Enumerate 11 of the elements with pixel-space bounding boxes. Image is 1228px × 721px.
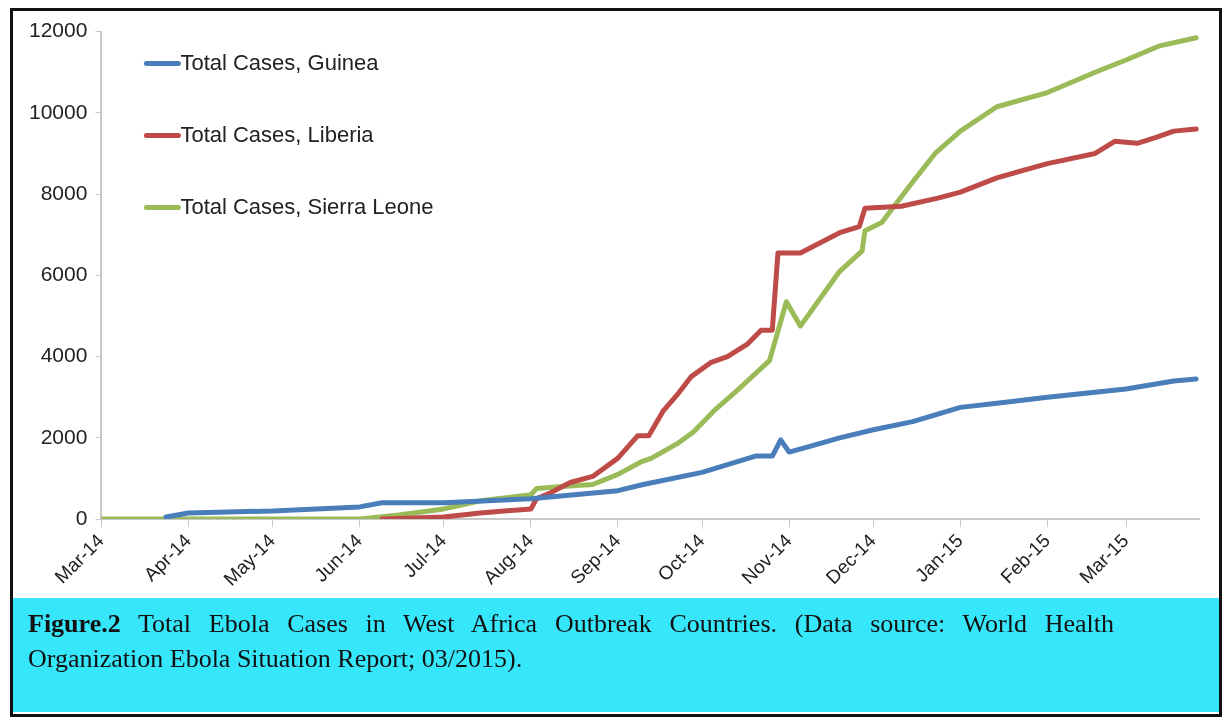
text: Figure.2 Total Ebola Cases in West Africa Outbreak Countries. (Data source: World Health Organization Ebola Situation Report; 03/2015). [28, 608, 1114, 675]
y-tick-label: 10000 [28, 99, 88, 123]
y-tick-label: 4000 [40, 343, 88, 367]
y-tick-label: 2000 [40, 424, 88, 448]
legend-label: Total Cases, Sierra Leone [180, 193, 434, 219]
legend-label: Total Cases, Liberia [180, 121, 375, 147]
y-tick-label: 6000 [40, 262, 88, 286]
y-tick-label: 12000 [28, 18, 88, 42]
legend-label: Total Cases, Guinea [180, 49, 380, 75]
y-tick-label: 8000 [40, 180, 88, 204]
y-tick-label: 0 [75, 505, 88, 529]
